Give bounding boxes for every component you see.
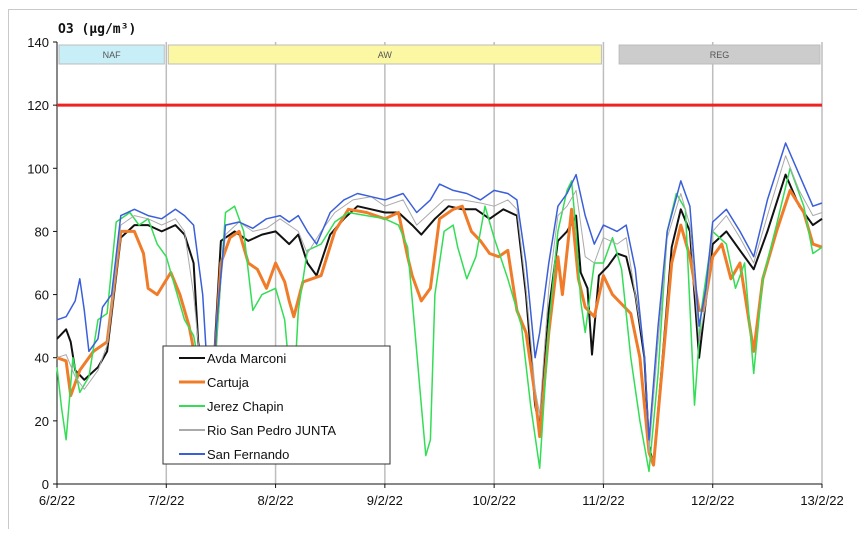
legend-label: Cartuja	[207, 375, 250, 390]
y-tick-label: 100	[27, 161, 49, 176]
y-tick-label: 140	[27, 35, 49, 50]
period-label: NAF	[103, 50, 122, 60]
series-line-jerez-chapin	[56, 167, 823, 473]
x-tick-label: 13/2/22	[800, 493, 843, 508]
x-tick-label: 9/2/22	[367, 493, 403, 508]
x-tick-label: 8/2/22	[257, 493, 293, 508]
y-tick-label: 20	[35, 414, 49, 429]
y-tick-label: 0	[42, 477, 49, 492]
legend-label: Jerez Chapin	[207, 399, 284, 414]
x-tick-label: 12/2/22	[691, 493, 734, 508]
x-tick-label: 7/2/22	[148, 493, 184, 508]
chart-title: O3 (µg/m³)	[58, 22, 136, 37]
y-tick-label: 120	[27, 98, 49, 113]
period-label: REG	[710, 50, 730, 60]
series-line-san-fernando	[56, 142, 823, 441]
x-tick-label: 6/2/22	[39, 493, 75, 508]
y-tick-label: 40	[35, 351, 49, 366]
legend-label: San Fernando	[207, 447, 289, 462]
x-tick-label: 10/2/22	[472, 493, 515, 508]
period-label: AW	[378, 50, 393, 60]
legend-label: Avda Marconi	[207, 351, 286, 366]
legend-label: Rio San Pedro JUNTA	[207, 423, 336, 438]
y-tick-label: 60	[35, 288, 49, 303]
x-tick-label: 11/2/22	[582, 493, 624, 508]
period-band	[167, 44, 602, 65]
chart-frame	[8, 9, 857, 529]
period-band	[618, 44, 821, 65]
y-tick-label: 80	[35, 224, 49, 239]
series-line-rio-san-pedro-junta	[56, 155, 823, 453]
period-band	[58, 44, 165, 65]
